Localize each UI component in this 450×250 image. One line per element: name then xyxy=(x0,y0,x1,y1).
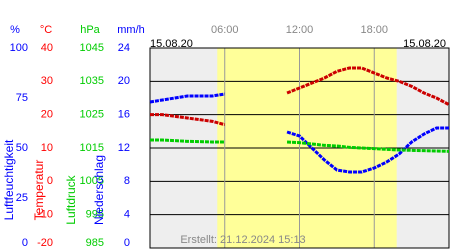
axis-unit: °C xyxy=(40,24,52,36)
y-tick-label: 1045 xyxy=(80,42,104,54)
footer: Erstellt: 21.12.2024 15:13 xyxy=(180,234,305,246)
y-tick-label: 0 xyxy=(47,175,53,187)
y-tick-label: 75 xyxy=(16,92,28,104)
series-line xyxy=(150,66,450,127)
y-tick-label: 20 xyxy=(41,109,53,121)
y-tick-label: 0 xyxy=(124,237,130,249)
axis-title: Luftfeuchtigkeit xyxy=(2,139,16,220)
axis-unit: % xyxy=(10,24,20,36)
y-tick-label: 30 xyxy=(41,75,53,87)
y-tick-label: 24 xyxy=(118,42,130,54)
y-tick-label: 8 xyxy=(124,175,130,187)
date-left: 15.08.20 xyxy=(150,38,193,50)
y-tick-label: 20 xyxy=(118,75,130,87)
y-tick-label: 1005 xyxy=(80,175,104,187)
plot-border xyxy=(149,47,450,249)
y-tick-label: 1025 xyxy=(80,109,104,121)
y-tick-label: 12 xyxy=(118,142,130,154)
x-tick-label: 18:00 xyxy=(360,24,388,36)
y-tick-label: -20 xyxy=(37,237,53,249)
y-tick-label: 4 xyxy=(124,209,130,221)
y-tick-label: 1015 xyxy=(80,142,104,154)
y-tick-label: 985 xyxy=(86,237,104,249)
y-tick-label: 16 xyxy=(118,109,130,121)
y-tick-label: 995 xyxy=(86,209,104,221)
series-line xyxy=(150,138,450,153)
axis-title: Niederschlag xyxy=(92,155,106,225)
y-tick-label: 100 xyxy=(10,42,28,54)
axis-title: Temperatur xyxy=(32,160,46,221)
axis-title: Luftdruck xyxy=(64,174,78,224)
y-tick-label: 0 xyxy=(22,237,28,249)
axis-unit: hPa xyxy=(80,24,100,36)
axis-unit: mm/h xyxy=(117,24,145,36)
date-right: 15.08.20 xyxy=(403,38,446,50)
y-tick-label: 50 xyxy=(16,142,28,154)
y-tick-label: 25 xyxy=(16,192,28,204)
x-tick-label: 12:00 xyxy=(286,24,314,36)
y-tick-label: 1035 xyxy=(80,75,104,87)
y-tick-label: 10 xyxy=(41,142,53,154)
y-tick-label: -10 xyxy=(37,209,53,221)
x-tick-label: 06:00 xyxy=(211,24,239,36)
series-line xyxy=(149,92,449,174)
y-tick-label: 40 xyxy=(41,42,53,54)
